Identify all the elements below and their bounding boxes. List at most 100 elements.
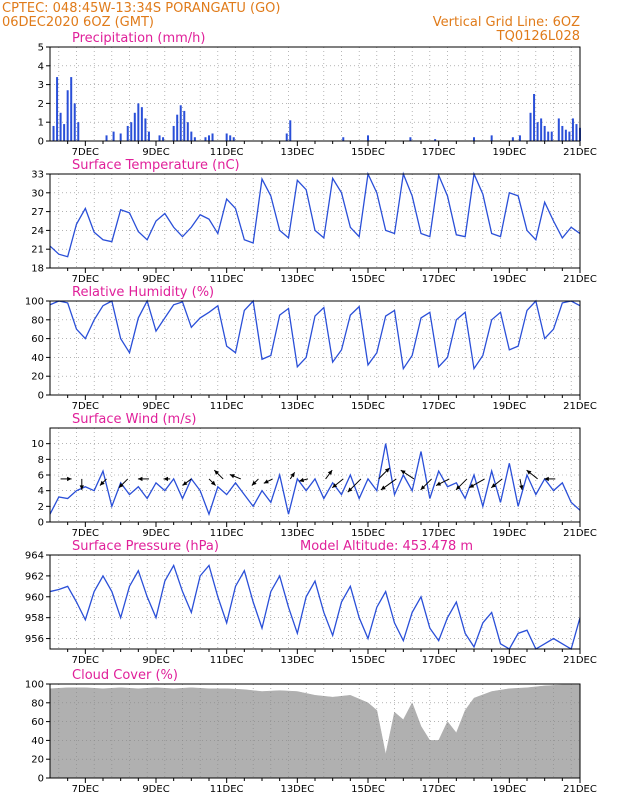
y-tick-label: 21 <box>31 245 44 256</box>
wind-arrow-head <box>436 481 442 486</box>
x-tick-label: 15DEC <box>351 274 385 285</box>
y-tick-label: 5 <box>38 43 44 54</box>
x-tick-label: 11DEC <box>210 528 244 539</box>
precip-bar <box>211 133 214 141</box>
plot-area <box>50 555 580 649</box>
x-tick-label: 21DEC <box>563 784 597 795</box>
x-tick-label: 7DEC <box>72 274 99 285</box>
x-tick-label: 17DEC <box>422 528 456 539</box>
precip-bar <box>490 135 493 141</box>
series-line <box>49 563 581 650</box>
x-tick-label: 19DEC <box>492 401 526 412</box>
precip-bar <box>229 135 232 141</box>
x-tick-label: 7DEC <box>72 528 99 539</box>
wind-arrow-head <box>79 485 84 490</box>
y-tick-label: 6 <box>38 471 44 482</box>
wind-arrow-head <box>229 474 235 479</box>
y-tick-label: 18 <box>31 264 44 275</box>
precip-bar <box>536 122 539 141</box>
x-tick-label: 9DEC <box>142 784 169 795</box>
precip-bar <box>564 129 567 141</box>
x-tick-label: 15DEC <box>351 655 385 666</box>
x-tick-label: 7DEC <box>72 401 99 412</box>
x-tick-label: 7DEC <box>72 655 99 666</box>
y-tick-label: 100 <box>25 297 44 308</box>
precip-bar <box>162 137 165 141</box>
y-tick-label: 60 <box>31 717 44 728</box>
y-tick-label: 0 <box>38 518 44 529</box>
precip-bar <box>158 135 161 141</box>
panel-3: 0 2 4 6 8 10 7DEC 9DEC 11DEC 13DEC 15DEC 17DEC 19DEC… <box>31 412 597 539</box>
precip-bar <box>77 122 80 141</box>
wind-arrow-head <box>384 467 390 473</box>
y-tick-label: 10 <box>31 439 44 450</box>
panel-annotation: Model Altitude: 453.478 m <box>300 539 473 554</box>
wind-arrow-head <box>214 470 220 475</box>
wind-arrow-head <box>263 479 269 484</box>
panel-1: 18 21 24 27 30 33 7DEC 9DEC 11DEC 13DEC 15DEC 17DEC… <box>31 158 597 285</box>
y-tick-label: 2 <box>38 502 44 513</box>
y-tick-label: 27 <box>31 207 44 218</box>
wind-arrow-head <box>347 487 353 493</box>
wind-arrow-head <box>544 476 549 482</box>
precip-bar <box>204 137 207 141</box>
precip-bar <box>367 135 369 141</box>
precip-bar <box>518 135 521 141</box>
x-tick-label: 11DEC <box>210 655 244 666</box>
x-tick-label: 21DEC <box>563 401 597 412</box>
x-tick-label: 17DEC <box>422 401 456 412</box>
header-model-id: TQ0126L028 <box>496 29 580 44</box>
precip-bar <box>568 131 571 141</box>
precip-bar <box>289 120 292 141</box>
precip-bar <box>70 77 73 141</box>
y-tick-label: 3 <box>38 80 44 91</box>
y-tick-label: 20 <box>31 755 44 766</box>
precip-bar <box>575 124 578 141</box>
y-tick-label: 80 <box>31 698 44 709</box>
precip-bar <box>529 112 532 141</box>
precip-bar <box>540 118 543 141</box>
y-tick-label: 4 <box>38 486 44 497</box>
y-tick-label: 30 <box>31 188 44 199</box>
y-tick-label: 100 <box>25 680 44 691</box>
precip-bar <box>543 125 546 141</box>
y-tick-label: 4 <box>38 61 44 72</box>
y-tick-label: 33 <box>31 170 44 181</box>
panels: 0 1 2 3 4 5 7DEC 9DEC 11DEC 13DEC 15DEC 17DEC 19DEC 2… <box>25 31 597 795</box>
plot-area <box>50 47 580 141</box>
x-tick-label: 13DEC <box>280 784 314 795</box>
y-tick-label: 0 <box>38 137 44 148</box>
wind-arrow-head <box>290 472 295 478</box>
panel-title: Precipitation (mm/h) <box>72 31 205 46</box>
panel-0: 0 1 2 3 4 5 7DEC 9DEC 11DEC 13DEC 15DEC 17DEC 19DEC 2… <box>38 31 597 158</box>
wind-arrow-head <box>491 483 497 488</box>
x-tick-label: 15DEC <box>351 401 385 412</box>
precip-bar <box>557 118 560 141</box>
plot-area <box>50 174 580 268</box>
precip-bar <box>126 125 129 141</box>
y-tick-label: 0 <box>38 391 44 402</box>
y-tick-label: 8 <box>38 455 44 466</box>
precip-bar <box>473 137 475 141</box>
y-tick-label: 2 <box>38 99 44 110</box>
x-tick-label: 21DEC <box>563 147 597 158</box>
wind-arrow-head <box>519 485 524 490</box>
wind-arrow-head <box>210 480 216 486</box>
precip-bar <box>208 135 210 141</box>
wind-arrow-head <box>469 483 475 488</box>
precip-bar <box>550 131 553 141</box>
y-tick-label: 962 <box>25 571 44 582</box>
precip-bar <box>190 131 193 141</box>
x-tick-label: 7DEC <box>72 784 99 795</box>
y-tick-label: 20 <box>31 372 44 383</box>
precip-bar <box>137 103 140 141</box>
x-tick-label: 19DEC <box>492 274 526 285</box>
x-tick-label: 9DEC <box>142 401 169 412</box>
precip-bar <box>533 94 536 141</box>
y-tick-label: 956 <box>25 634 44 645</box>
x-tick-label: 9DEC <box>142 147 169 158</box>
wind-arrow-head <box>380 485 386 490</box>
y-tick-label: 1 <box>38 118 44 129</box>
y-tick-label: 60 <box>31 334 44 345</box>
